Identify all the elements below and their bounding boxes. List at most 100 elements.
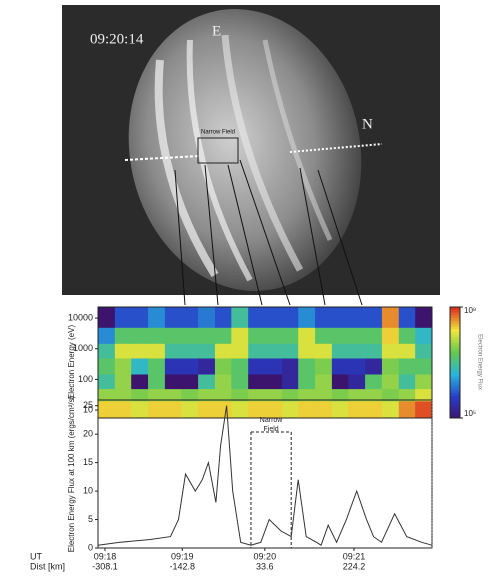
heatmap-cell xyxy=(415,343,432,358)
y-axis-label: Electron Energy Flux at 100 km (ergs/cm²… xyxy=(67,395,76,552)
heatmap-cell xyxy=(165,343,182,358)
heatmap-cell xyxy=(382,307,399,328)
y-tick-label: 10 xyxy=(83,485,93,495)
heatmap-cell xyxy=(98,358,115,375)
heatmap-cell xyxy=(148,343,165,358)
heatmap-cell xyxy=(181,307,198,328)
heatmap-cell xyxy=(231,389,248,402)
heatmap-cell xyxy=(198,327,215,344)
heatmap-cell xyxy=(365,327,382,344)
heatmap-cell xyxy=(382,389,399,402)
heatmap-cell xyxy=(399,389,416,402)
heatmap-cell xyxy=(265,343,282,358)
x-tick-distance: 33.6 xyxy=(256,561,274,571)
heatmap-cell xyxy=(115,374,132,389)
heatmap-cell xyxy=(165,307,182,328)
heatmap-cell xyxy=(415,374,432,389)
heatmap-cell xyxy=(265,327,282,344)
heatmap-cell xyxy=(348,374,365,389)
box-label: Narrow Field xyxy=(201,130,235,136)
heatmap-cell xyxy=(215,327,232,344)
heatmap-cell xyxy=(131,343,148,358)
heatmap-cell xyxy=(131,327,148,344)
heatmap-cell xyxy=(298,327,315,344)
heatmap-cell xyxy=(98,389,115,402)
x-tick-label: 09:21 xyxy=(343,551,366,561)
y-tick-label: 0 xyxy=(88,542,93,552)
heatmap-cell xyxy=(115,307,132,328)
heatmap-cell xyxy=(215,358,232,375)
x-axis-label: UT xyxy=(30,551,42,561)
heatmap-cell xyxy=(348,307,365,328)
y-tick-label: 100 xyxy=(78,374,93,384)
heatmap-cell xyxy=(115,389,132,402)
heatmap-cell xyxy=(265,358,282,375)
annotation-word: Narrow xyxy=(260,417,284,424)
heatmap-cell xyxy=(315,307,332,328)
heatmap-cell xyxy=(148,401,165,419)
heatmap-cell xyxy=(248,389,265,402)
x-tick-distance: -142.8 xyxy=(170,561,196,571)
heatmap-cell xyxy=(131,307,148,328)
heatmap-cell xyxy=(298,343,315,358)
heatmap-cell xyxy=(231,374,248,389)
heatmap-cell xyxy=(399,358,416,375)
heatmap-cell xyxy=(382,374,399,389)
heatmap-cell xyxy=(198,401,215,419)
heatmap-cell xyxy=(348,343,365,358)
heatmap-cell xyxy=(131,389,148,402)
heatmap-cell xyxy=(198,374,215,389)
heatmap-cell xyxy=(415,389,432,402)
heatmap-cell xyxy=(148,327,165,344)
heatmap-cell xyxy=(265,374,282,389)
heatmap-cell xyxy=(265,389,282,402)
heatmap-cell xyxy=(348,401,365,419)
heatmap-cell xyxy=(382,401,399,419)
heatmap-cell xyxy=(248,374,265,389)
heatmap-cell xyxy=(248,327,265,344)
heatmap-cell xyxy=(298,401,315,419)
heatmap-cell xyxy=(215,343,232,358)
heatmap-cell xyxy=(231,358,248,375)
heatmap-cell xyxy=(265,307,282,328)
heatmap-cell xyxy=(282,343,299,358)
heatmap-cell xyxy=(198,343,215,358)
heatmap-cell xyxy=(231,401,248,419)
heatmap-cell xyxy=(198,358,215,375)
heatmap-cell xyxy=(165,374,182,389)
y-tick-label: 15 xyxy=(83,457,93,467)
heatmap-cell xyxy=(248,307,265,328)
heatmap-cell xyxy=(415,401,432,419)
heatmap-cell xyxy=(315,401,332,419)
heatmap-cell xyxy=(282,358,299,375)
heatmap-cell xyxy=(131,401,148,419)
heatmap-cell xyxy=(282,307,299,328)
heatmap-cell xyxy=(231,343,248,358)
x-tick-label: 09:20 xyxy=(254,551,277,561)
heatmap-cell xyxy=(365,358,382,375)
heatmap-cell xyxy=(399,307,416,328)
heatmap-cell xyxy=(399,374,416,389)
heatmap-cell xyxy=(332,374,349,389)
colorbar-label: Electron Energy Flux xyxy=(476,334,482,390)
heatmap-cell xyxy=(215,401,232,419)
heatmap-cell xyxy=(115,327,132,344)
heatmap-cell xyxy=(348,327,365,344)
heatmap-cell xyxy=(115,358,132,375)
heatmap-cell xyxy=(248,358,265,375)
figure: 09:20:14 E N Narrow Field 10000100010010… xyxy=(0,0,495,578)
x-tick-distance: -308.1 xyxy=(92,561,118,571)
heatmap-cell xyxy=(415,327,432,344)
heatmap-cell xyxy=(248,343,265,358)
east-label: E xyxy=(212,23,221,39)
all-sky-image: 09:20:14 E N Narrow Field xyxy=(62,0,440,313)
heatmap-cell xyxy=(98,374,115,389)
y-axis-label: Electron Energy (eV) xyxy=(67,325,76,400)
heatmap-cell xyxy=(382,327,399,344)
heatmap-cell xyxy=(165,358,182,375)
heatmap-cell xyxy=(348,389,365,402)
heatmap-cell xyxy=(165,389,182,402)
heatmap-cell xyxy=(98,343,115,358)
heatmap-cell xyxy=(332,389,349,402)
heatmap-cell xyxy=(282,374,299,389)
